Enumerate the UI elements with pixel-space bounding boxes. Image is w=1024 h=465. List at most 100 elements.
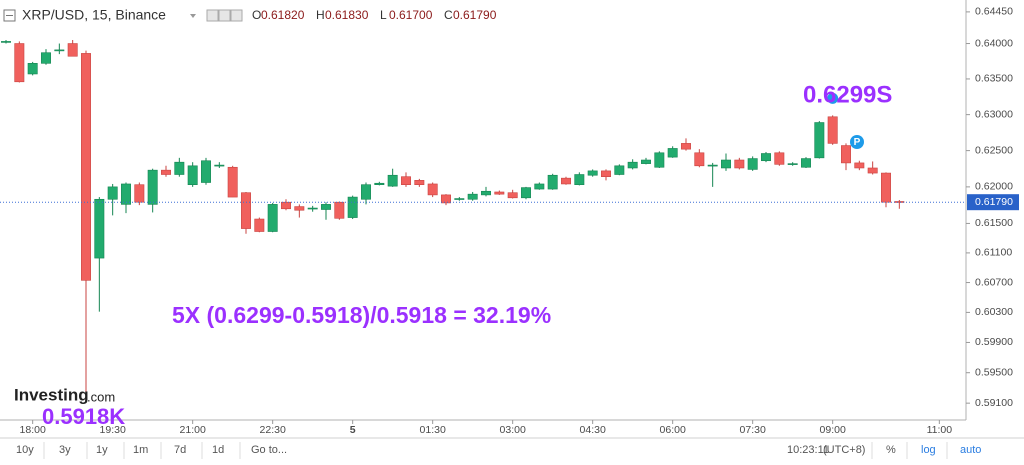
logo: Investing .com — [14, 385, 115, 404]
x-tick-label: 21:00 — [180, 424, 206, 436]
x-tick-label: 09:00 — [820, 424, 846, 436]
candle-body — [387, 174, 398, 187]
candle-body — [281, 201, 291, 210]
clock: 10:23:11 — [787, 444, 829, 456]
candle-body — [94, 198, 105, 259]
candle-body — [187, 165, 198, 185]
position-marker[interactable] — [850, 135, 864, 149]
candle-body — [254, 218, 265, 232]
candle-body — [241, 192, 251, 229]
candle-body — [574, 174, 585, 185]
x-tick-label: 06:00 — [660, 424, 686, 436]
collapse-icon[interactable] — [3, 9, 16, 22]
y-tick-label: 0.63000 — [975, 108, 1013, 120]
candle-body — [161, 169, 171, 175]
candle-body — [481, 190, 491, 196]
candle-body — [507, 192, 518, 199]
candle-body — [894, 201, 905, 203]
candle-body — [334, 201, 345, 219]
log-toggle[interactable]: log — [921, 444, 936, 456]
candle-body — [587, 170, 598, 176]
candle-body — [747, 158, 758, 170]
auto-toggle[interactable]: auto — [960, 444, 981, 456]
candle-body — [547, 174, 558, 190]
candle-body — [667, 148, 678, 158]
candle-body — [294, 206, 305, 211]
event-marker[interactable] — [826, 91, 840, 105]
y-tick-label: 0.61100 — [975, 247, 1012, 259]
ohlc-value: 0.61820 — [261, 8, 305, 22]
candle-body — [827, 116, 838, 144]
candle-body — [854, 162, 865, 169]
x-tick-label: 04:30 — [580, 424, 606, 436]
candle-body — [214, 164, 225, 167]
candle-body — [694, 152, 705, 167]
x-tick-label: 03:00 — [500, 424, 526, 436]
ohlc-value: 0.61830 — [325, 8, 369, 22]
candle-body — [401, 176, 411, 185]
percent-toggle[interactable]: % — [886, 444, 896, 456]
range-button[interactable]: 7d — [174, 444, 186, 456]
y-tick-label: 0.62000 — [975, 181, 1013, 193]
candle-body — [707, 164, 718, 167]
y-tick-label: 0.59900 — [975, 336, 1013, 348]
candle-body — [641, 159, 651, 164]
candle-body — [121, 183, 131, 205]
candle-body — [81, 53, 91, 281]
candle-body — [467, 193, 478, 200]
y-tick-label: 0.64450 — [975, 6, 1013, 18]
candle-body — [1, 41, 11, 43]
candle-body — [227, 166, 238, 198]
y-tick-label: 0.61500 — [975, 217, 1013, 229]
ohlc-key: O — [252, 8, 261, 22]
ohlc-value: 0.61790 — [453, 8, 497, 22]
range-button[interactable]: 1d — [212, 444, 224, 456]
candle-body — [721, 159, 731, 169]
eye-icon[interactable] — [206, 9, 219, 22]
x-tick-label: 01:30 — [420, 424, 446, 436]
range-button[interactable]: 1m — [133, 444, 148, 456]
candle-body — [41, 52, 51, 64]
goto-button[interactable]: Go to... — [251, 444, 287, 456]
range-button[interactable]: 3y — [59, 444, 71, 456]
candle-body — [67, 43, 78, 57]
candle-body — [814, 122, 825, 159]
candle-body — [27, 63, 38, 75]
candle-body — [761, 153, 771, 162]
logo-brand: Investing — [14, 385, 89, 404]
ohlc-key: L — [380, 8, 387, 22]
candle-body — [774, 152, 785, 165]
header: XRP/USD, 15, Binance O 0.61820 H 0.61830 L 0.… — [3, 7, 497, 23]
x-tick-label: 18:00 — [20, 424, 46, 436]
candle-body — [867, 167, 878, 174]
x-tick-label: 07:30 — [740, 424, 766, 436]
dropdown-caret[interactable] — [190, 14, 196, 18]
settings-icon[interactable] — [218, 9, 231, 22]
range-button[interactable]: 10y — [16, 444, 34, 456]
timezone[interactable]: (UTC+8) — [823, 444, 865, 456]
candle-body — [521, 187, 531, 199]
candle-body — [441, 194, 451, 204]
candle-body — [54, 49, 65, 52]
close-icon[interactable] — [230, 9, 243, 22]
candle-body — [174, 161, 185, 175]
candle-body — [801, 158, 811, 168]
last-price-box — [967, 194, 1019, 211]
candle-body — [841, 145, 851, 164]
y-tick-label: 0.60300 — [975, 306, 1013, 318]
range-button[interactable]: 1y — [96, 444, 108, 456]
ohlc-key: H — [316, 8, 325, 22]
candle-body — [201, 160, 211, 183]
ohlc-value: 0.61700 — [389, 8, 433, 22]
y-tick-label: 0.59500 — [975, 366, 1013, 378]
candle-body — [414, 180, 425, 185]
y-tick-label: 0.64000 — [975, 37, 1013, 49]
y-tick-label: 0.63500 — [975, 73, 1013, 85]
candle-body — [147, 169, 158, 205]
last-price-label: 0.61790 — [975, 196, 1013, 208]
annotation-high: 0.6299S — [803, 81, 892, 108]
candle-body — [881, 172, 891, 203]
position-marker-label: P — [854, 137, 861, 148]
